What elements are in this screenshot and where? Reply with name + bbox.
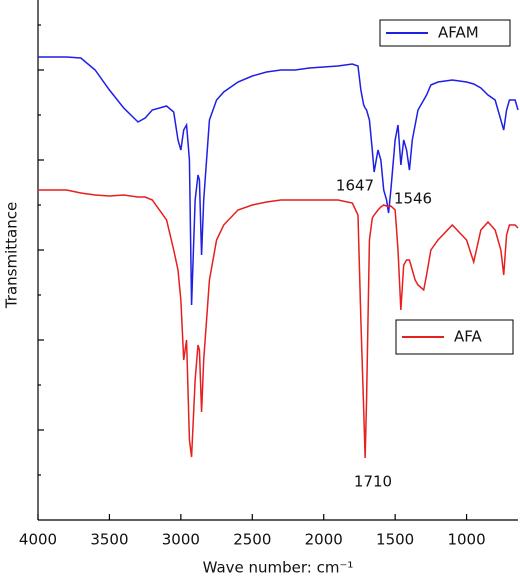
x-tick-label: 1500: [376, 531, 414, 549]
annotation: 1647: [336, 177, 374, 195]
spectrum-line: [38, 56, 519, 306]
legend-label: AFAM: [438, 24, 479, 42]
spectrum-line: [38, 189, 519, 459]
annotation: 1710: [354, 473, 392, 491]
x-tick-label: 2000: [305, 531, 343, 549]
x-tick-label: 3500: [90, 531, 128, 549]
y-axis-label: Transmittance: [3, 202, 21, 309]
x-tick-label: 1000: [447, 531, 485, 549]
x-axis-label: Wave number: cm⁻¹: [203, 559, 354, 577]
x-tick-label: 4000: [19, 531, 57, 549]
x-tick-label: 3000: [162, 531, 200, 549]
x-tick-label: 2500: [233, 531, 271, 549]
legend-label: AFA: [454, 328, 483, 346]
annotation: 1546: [394, 190, 432, 208]
